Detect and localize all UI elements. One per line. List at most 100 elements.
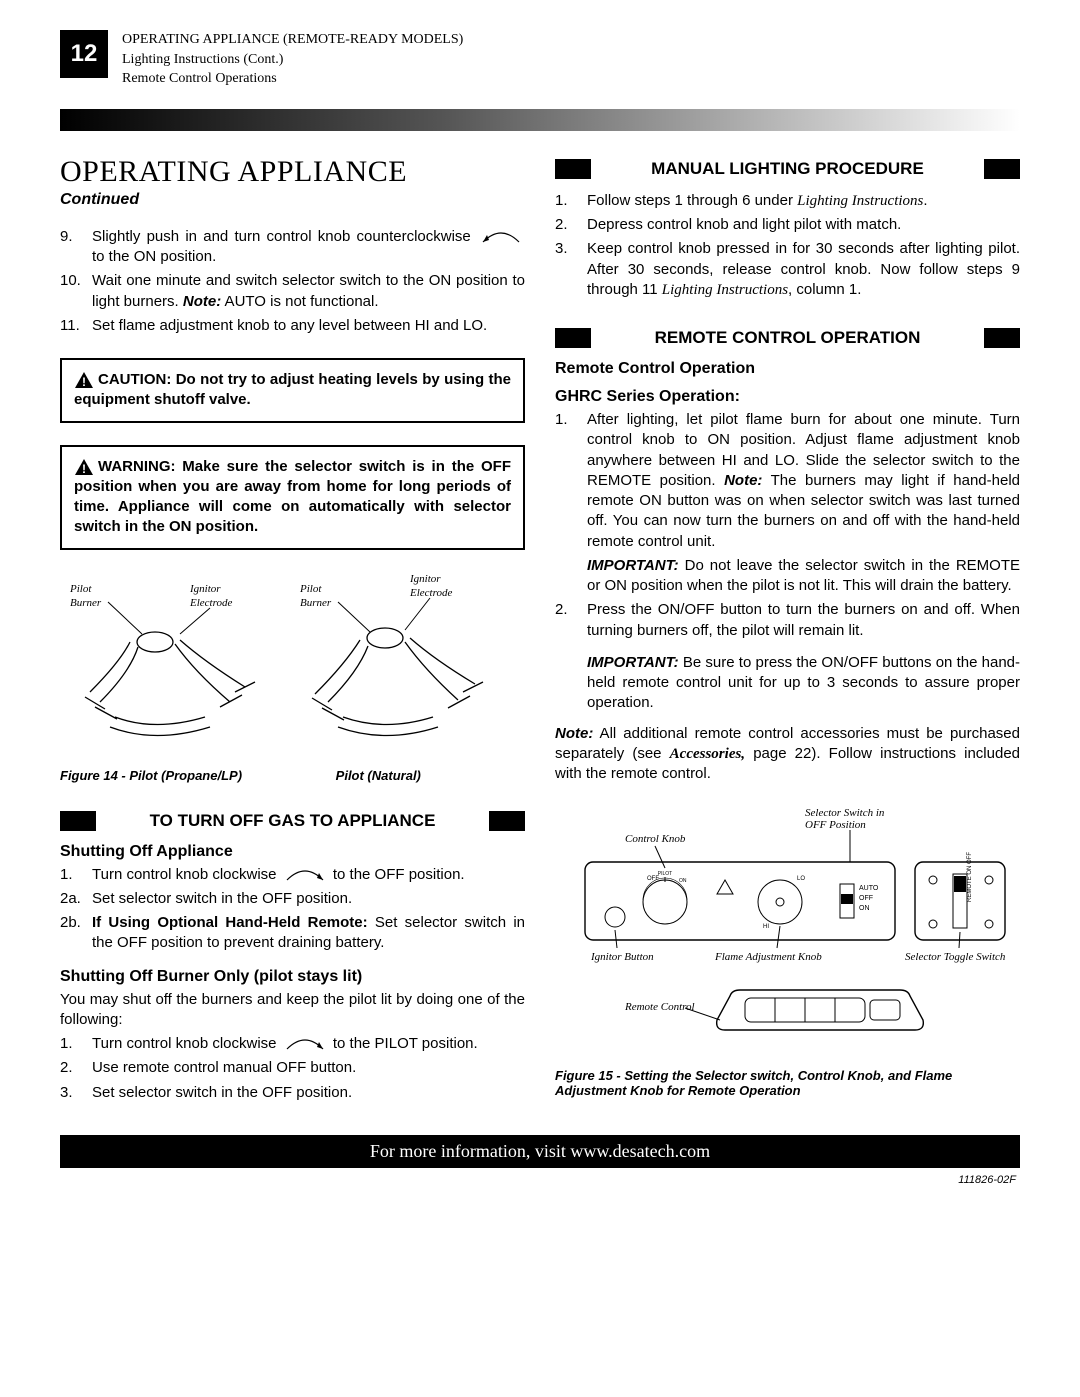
italic-span: Lighting Instructions [797,193,923,209]
page-number-badge: 12 [60,30,108,78]
step-number: 2. [555,215,587,235]
shutoff-step-1: 1. Turn control knob clockwise to the OF… [60,865,525,885]
step-text: Use remote control manual OFF button. [92,1058,525,1078]
svg-text:!: ! [82,375,86,389]
header-line1: OPERATING APPLIANCE (REMOTE-READY MODELS… [122,30,463,50]
step-text: Set selector switch in the OFF position. [92,889,525,909]
italic-span: Lighting Instructions [662,282,788,298]
right-column: MANUAL LIGHTING PROCEDURE 1. Follow step… [555,155,1020,1107]
svg-text:OFF Position: OFF Position [805,819,866,831]
shutoff-heading: Shutting Off Appliance [60,843,525,861]
step-number: 2. [555,600,587,641]
svg-text:OFF: OFF [859,895,873,902]
control-panel-diagram: Selector Switch in OFF Position Control … [555,802,1015,1062]
bar-left [555,328,591,348]
step-number: 9. [60,227,92,268]
pilot-diagram: Pilot Burner Ignitor Electrode [60,572,520,762]
step-number: 3. [555,239,587,300]
shutoff-steps: 1. Turn control knob clockwise to the OF… [60,865,525,954]
step-text: Turn control knob clockwise to the OFF p… [92,865,525,885]
step-text: IMPORTANT: Be sure to press the ON/OFF b… [587,653,1020,714]
svg-text:ON: ON [679,878,687,884]
header-text: OPERATING APPLIANCE (REMOTE-READY MODELS… [122,30,463,89]
step-text: Turn control knob clockwise to the PILOT… [92,1034,525,1054]
bold-span: If Using Optional Hand-Held Remote: [92,914,368,931]
step-number [555,556,587,597]
step-text: Follow steps 1 through 6 under Lighting … [587,191,1020,211]
bar-left [60,811,96,831]
main-heading: OPERATING APPLIANCE [60,155,525,189]
step-number: 11. [60,316,92,336]
svg-text:Electrode: Electrode [409,587,452,599]
text-span: Follow steps 1 through 6 under [587,192,797,209]
text-span: to the ON position. [92,248,216,265]
caution-box: ! CAUTION: Do not try to adjust heating … [60,358,525,423]
step-text: After lighting, let pilot flame burn for… [587,410,1020,552]
svg-text:Flame Adjustment Knob: Flame Adjustment Knob [714,951,822,963]
burner-intro: You may shut off the burners and keep th… [60,990,525,1031]
figure-14: Pilot Burner Ignitor Electrode [60,572,525,783]
content-columns: OPERATING APPLIANCE Continued 9. Slightl… [60,155,1020,1107]
ghrc-steps: 1. After lighting, let pilot flame burn … [555,410,1020,714]
cw-arrow-icon [283,866,327,884]
burner-heading: Shutting Off Burner Only (pilot stays li… [60,968,525,986]
step-text: Depress control knob and light pilot wit… [587,215,1020,235]
manual-step-3: 3. Keep control knob pressed in for 30 s… [555,239,1020,300]
note-label: Note: [724,472,762,489]
bar-right [984,328,1020,348]
manual-step-1: 1. Follow steps 1 through 6 under Lighti… [555,191,1020,211]
step-text: Keep control knob pressed in for 30 seco… [587,239,1020,300]
section-title: REMOTE CONTROL OPERATION [591,328,984,348]
burner-steps: 1. Turn control knob clockwise to the PI… [60,1034,525,1103]
text-span: Slightly push in and turn control knob c… [92,228,471,245]
svg-text:Electrode: Electrode [189,597,232,609]
note-label: Note: [555,725,593,742]
burner-step-1: 1. Turn control knob clockwise to the PI… [60,1034,525,1054]
left-column: OPERATING APPLIANCE Continued 9. Slightl… [60,155,525,1107]
section-bar-remote: REMOTE CONTROL OPERATION [555,328,1020,348]
step-number: 1. [60,1034,92,1054]
step-number: 1. [555,191,587,211]
remote-sub1: Remote Control Operation [555,360,1020,378]
divider-gradient [60,109,1020,131]
svg-text:REMOTE ON OFF: REMOTE ON OFF [967,852,973,902]
text-span: to the OFF position. [333,866,465,883]
step-text: If Using Optional Hand-Held Remote: Set … [92,913,525,954]
cw-arrow-icon [283,1035,327,1053]
text-span: . [923,192,927,209]
step-number: 2b. [60,913,92,954]
note-label: Note: [183,293,221,310]
step-number: 3. [60,1083,92,1103]
svg-text:Selector Switch in: Selector Switch in [805,807,885,819]
figure-15: Selector Switch in OFF Position Control … [555,802,1020,1098]
section-title: TO TURN OFF GAS TO APPLIANCE [96,811,489,831]
svg-text:Remote Control: Remote Control [624,1001,695,1013]
ghrc-important-1: IMPORTANT: Do not leave the selector swi… [555,556,1020,597]
manual-step-2: 2. Depress control knob and light pilot … [555,215,1020,235]
caption-left: Figure 14 - Pilot (Propane/LP) [60,768,242,783]
section-bar-turnoff: TO TURN OFF GAS TO APPLIANCE [60,811,525,831]
shutoff-step-2b: 2b. If Using Optional Hand-Held Remote: … [60,913,525,954]
caption-right: Pilot (Natural) [336,768,421,783]
step-text: Set selector switch in the OFF position. [92,1083,525,1103]
step-text: Wait one minute and switch selector swit… [92,271,525,312]
step-number [555,653,587,714]
step-number: 1. [555,410,587,552]
ghrc-step-1: 1. After lighting, let pilot flame burn … [555,410,1020,552]
continued-steps: 9. Slightly push in and turn control kno… [60,227,525,336]
note-paragraph: Note: All additional remote control acce… [555,724,1020,785]
svg-text:AUTO: AUTO [859,885,879,892]
warning-icon: ! [74,371,94,389]
ghrc-important-2: IMPORTANT: Be sure to press the ON/OFF b… [555,653,1020,714]
step-11: 11. Set flame adjustment knob to any lev… [60,316,525,336]
svg-text:LO: LO [797,876,805,882]
text-span: Turn control knob clockwise [92,866,281,883]
step-text: Set flame adjustment knob to any level b… [92,316,525,336]
svg-text:Ignitor: Ignitor [409,573,441,585]
italic-span: Accessories, [670,746,745,762]
svg-text:Ignitor: Ignitor [189,583,221,595]
svg-text:Pilot: Pilot [299,583,322,595]
header-line2: Lighting Instructions (Cont.) [122,50,463,70]
figure-14-caption: Figure 14 - Pilot (Propane/LP) Pilot (Na… [60,768,525,783]
doc-code: 111826-02F [60,1174,1020,1186]
